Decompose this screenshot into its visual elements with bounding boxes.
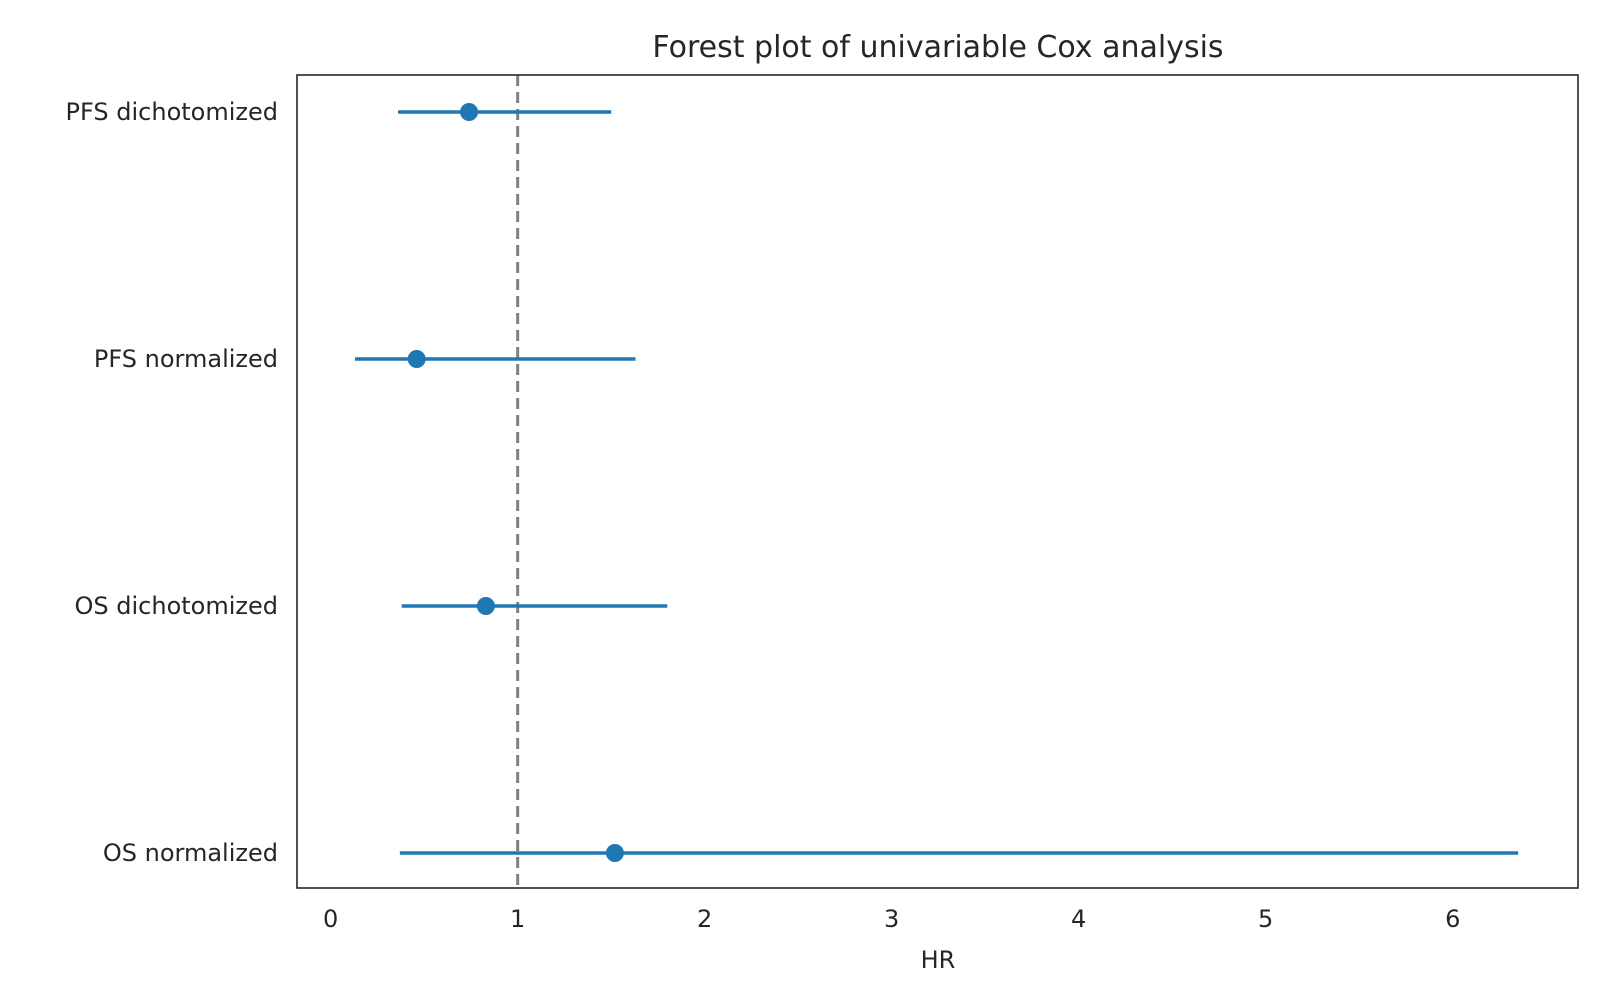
x-tick-label: 2 (697, 905, 712, 933)
hr-point (476, 597, 495, 615)
x-tick-label: 4 (1071, 905, 1086, 933)
x-tick-labels: 0 1 2 3 4 5 6 (323, 905, 1460, 933)
hr-point (460, 103, 479, 121)
plot-frame (296, 74, 1579, 889)
y-tick-labels: PFS dichotomized PFS normalized OS dichoto… (66, 98, 278, 867)
y-tick-label: OS dichotomized (75, 592, 278, 620)
chart-title: Forest plot of univariable Cox analysis (652, 30, 1223, 65)
plot-marks (354, 75, 1519, 888)
y-tick-label: PFS dichotomized (66, 98, 278, 126)
x-tick-label: 0 (323, 905, 338, 933)
hr-point (605, 844, 624, 862)
x-tick-label: 3 (884, 905, 899, 933)
x-tick-label: 5 (1258, 905, 1273, 933)
x-tick-label: 6 (1445, 905, 1460, 933)
y-tick-label: PFS normalized (94, 345, 278, 373)
x-axis-label: HR (921, 946, 956, 974)
hr-point (407, 350, 426, 368)
y-tick-label: OS normalized (103, 839, 278, 867)
x-tick-label: 1 (510, 905, 525, 933)
